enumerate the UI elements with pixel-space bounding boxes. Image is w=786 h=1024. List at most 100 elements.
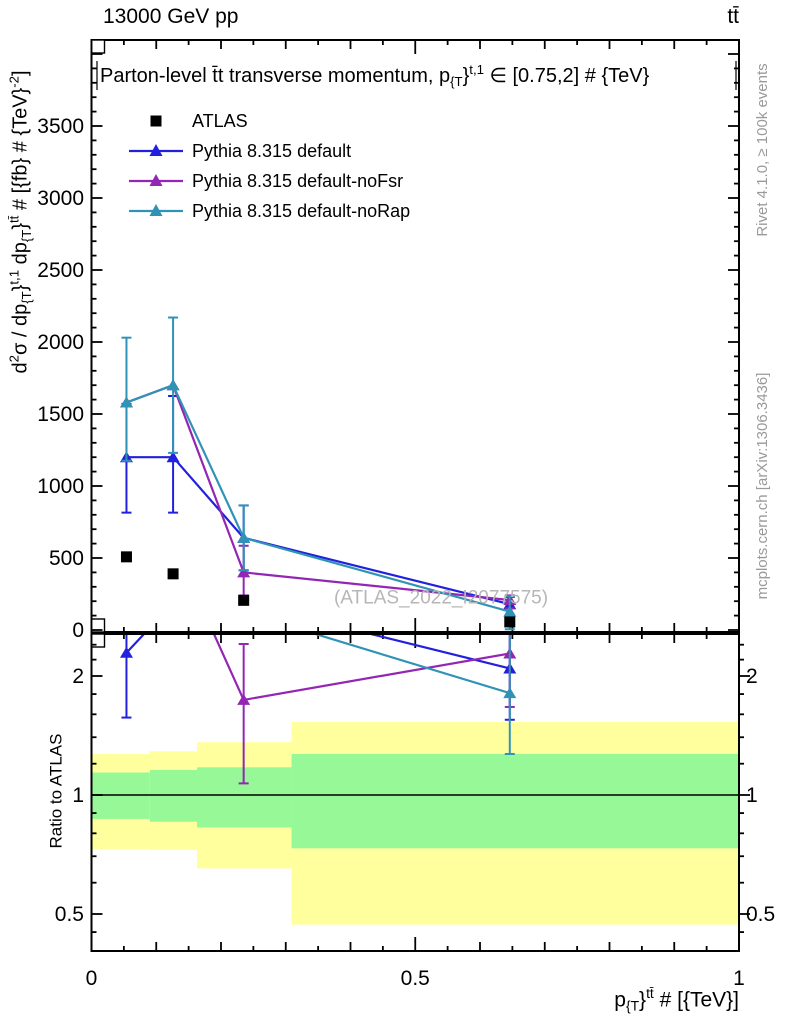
series-pythia-8-315-default-nofsr: [119, 379, 517, 610]
series-pythia-8-315-default-norap: [120, 537, 517, 755]
x-axis-label: p{T}tt̄ # [{TeV}]: [614, 985, 739, 1014]
label-segment: }: [9, 222, 32, 230]
ratio-y-tick-label-left: 0.5: [55, 903, 84, 926]
triangle-marker: [167, 597, 180, 608]
label-segment: σ / dp: [9, 303, 32, 356]
legend-item: Pythia 8.315 default-noRap: [128, 196, 410, 226]
series-line: [213, 635, 510, 702]
ratio-series-layer: [119, 537, 517, 785]
legend-item: ATLAS: [128, 106, 410, 136]
legend-item: Pythia 8.315 default: [128, 136, 410, 166]
tick-labels: 0 500 1000 1500 2000 2500 3000 3500 0 0.5 1 0.5 0.5 1…: [37, 115, 775, 990]
triangle-marker: [120, 595, 133, 606]
legend-item-label: Pythia 8.315 default: [192, 140, 352, 161]
watermark-label: (ATLAS_2022_I2077575): [333, 587, 549, 609]
label-segment: ]: [9, 70, 32, 77]
label-segment: {T: [18, 229, 34, 243]
label-segment: 2: [6, 355, 22, 363]
series-line: [125, 635, 511, 670]
label-segment: tt̄: [6, 215, 22, 223]
ratio-y-tick-label-right: 1: [746, 784, 758, 807]
label-segment: {T: [18, 291, 34, 304]
series-line: [126, 456, 511, 606]
triangle-line-marker-icon: [129, 144, 183, 156]
series-atlas: [120, 551, 516, 628]
x-tick-label: 0.5: [401, 967, 430, 990]
label-segment: ∈ [0.75,2] # {TeV}: [483, 64, 650, 87]
green-band: [291, 753, 738, 849]
main-y-tick-label: 3000: [37, 187, 84, 210]
ratio-uncertainty-bands: [92, 721, 738, 925]
ratio-y-tick-label-right: 2: [746, 665, 758, 688]
triangle-line-marker-icon: [129, 174, 183, 186]
label-segment: dp: [9, 242, 32, 270]
legend: ATLAS Pythia 8.315 default Pythia 8.315 de…: [128, 106, 410, 226]
ratio-y-axis-label: Ratio to ATLAS: [46, 733, 66, 849]
rivet-version-label: Rivet 4.1.0, ≥ 100k events: [753, 63, 771, 237]
legend-item-label: Pythia 8.315 default-noFsr: [192, 170, 404, 191]
square-marker: [238, 594, 250, 606]
square-marker: [504, 616, 516, 628]
mcplots-reference-label: mcplots.cern.ch [arXiv:1306.3436]: [753, 372, 771, 600]
triangle-marker: [120, 595, 133, 606]
triangle-marker: [237, 606, 250, 617]
label-segment: {T: [450, 74, 463, 90]
axis-ticks: [90, 40, 750, 951]
label-segment: t,1: [469, 62, 484, 77]
corner-notch: [90, 39, 106, 54]
green-band: [149, 769, 198, 822]
ratio-y-tick-label-right: 0.5: [746, 903, 775, 926]
square-marker: [167, 568, 179, 580]
label-segment: d: [9, 362, 32, 374]
label-segment: }: [639, 988, 647, 1012]
label-segment: # [{fb} # {TeV}: [9, 87, 32, 216]
label-segment: {T: [625, 997, 640, 1014]
main-y-tick-label: 1500: [37, 403, 84, 426]
label-segment: # [{TeV}]: [653, 988, 739, 1012]
label-segment: tt̄: [646, 985, 654, 1001]
main-y-tick-label: 2000: [37, 331, 84, 354]
label-segment: -2: [6, 76, 22, 88]
triangle-marker: [119, 396, 133, 408]
series-line: [314, 635, 511, 695]
main-series-layer: [119, 316, 517, 631]
triangle-marker: [237, 531, 251, 543]
header-energy-label: 13000 GeV pp: [103, 5, 239, 28]
plot-title: Parton-level t̄t transverse momentum, p{…: [100, 62, 650, 90]
main-y-tick-label: 2500: [37, 259, 84, 282]
legend-item-label: ATLAS: [192, 110, 248, 131]
triangle-marker: [237, 693, 251, 705]
x-tick-label: 1: [733, 967, 745, 990]
label-segment: p: [614, 988, 626, 1012]
legend-item: Pythia 8.315 default-noFsr: [128, 166, 410, 196]
x-tick-label: 0: [86, 967, 98, 990]
triangle-marker: [167, 537, 180, 548]
triangle-marker: [237, 566, 251, 578]
triangle-marker: [166, 379, 180, 391]
main-y-tick-label: 0: [72, 619, 84, 642]
label-segment: Parton-level t̄t transverse momentum, p: [100, 64, 451, 87]
series-pythia-8-315-default: [119, 395, 517, 617]
triangle-marker: [503, 605, 517, 617]
square-marker-icon: [150, 115, 162, 127]
main-y-axis-label: d2σ / dp{T}t,1 dp{T}tt̄ # [{fb} # {TeV}-…: [6, 70, 35, 374]
ratio-y-tick-label-left: 2: [72, 665, 84, 688]
main-y-tick-label: 500: [49, 547, 84, 570]
triangle-line-marker-icon: [129, 204, 183, 216]
main-y-tick-label: 1000: [37, 475, 84, 498]
label-segment: t,1: [6, 269, 22, 285]
label-segment: }: [9, 284, 32, 292]
series-line: [126, 383, 510, 602]
series-pythia-8-315-default-norap: [119, 316, 517, 631]
ratio-y-tick-label-left: 1: [72, 784, 84, 807]
header-process-label: tt̄: [727, 5, 739, 28]
triangle-marker: [119, 646, 133, 658]
series-line: [126, 383, 511, 613]
main-y-tick-label: 3500: [37, 115, 84, 138]
square-marker: [120, 551, 132, 563]
triangle-marker: [167, 537, 180, 548]
legend-item-label: Pythia 8.315 default-noRap: [192, 200, 411, 221]
triangle-marker: [166, 451, 180, 463]
